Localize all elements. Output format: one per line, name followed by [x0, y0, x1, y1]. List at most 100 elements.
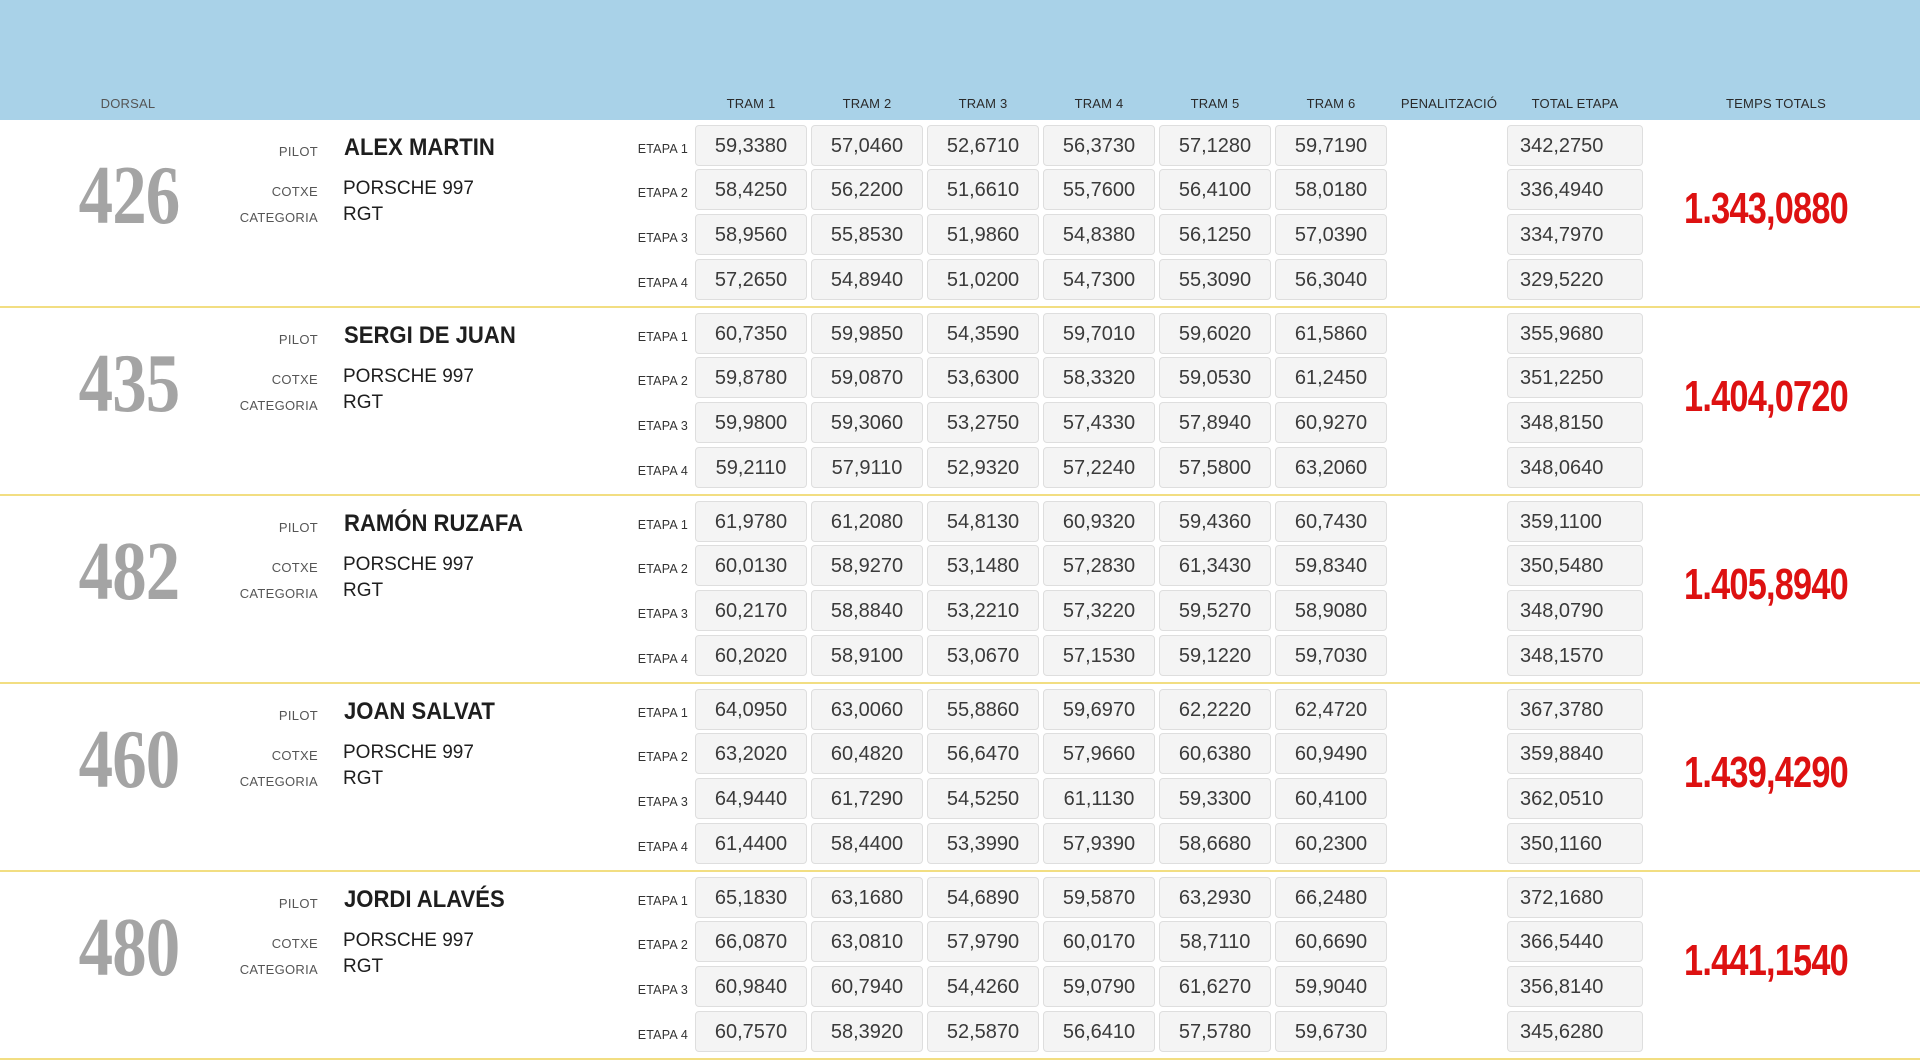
tram-time-cell: 60,7570	[695, 1011, 807, 1052]
pilot-name: JOAN SALVAT	[344, 698, 495, 725]
tram-time-cell: 57,5800	[1159, 447, 1271, 488]
stage-total-cell: 348,8150	[1507, 402, 1643, 443]
tram-time-cell: 57,9110	[811, 447, 923, 488]
grand-total-time: 1.343,0880	[1684, 184, 1849, 233]
tram-time-cell: 59,9850	[811, 313, 923, 354]
car-label: COTXE	[271, 560, 318, 575]
tram-time-cell: 56,3040	[1275, 259, 1387, 300]
tram-time-cell: 60,4820	[811, 733, 923, 774]
tram-time-cell: 61,2080	[811, 501, 923, 542]
stage-total-cell: 345,6280	[1507, 1011, 1643, 1052]
grand-total-time: 1.441,1540	[1684, 936, 1849, 985]
car-label: COTXE	[271, 748, 318, 763]
tram-time-cell: 60,9270	[1275, 402, 1387, 443]
dorsal-number: 460	[78, 713, 181, 806]
stage-line: ETAPA 1 65,1830 63,1680 54,6890 59,5870 63,29…	[0, 875, 1920, 920]
stage-line: ETAPA 1 64,0950 63,0060 55,8860 59,6970 62,22…	[0, 687, 1920, 732]
stage-line: ETAPA 3 59,9800 59,3060 53,2750 57,4330 57,89…	[0, 400, 1920, 445]
stage-total-cell: 350,5480	[1507, 545, 1643, 586]
tram-time-cell: 66,2480	[1275, 877, 1387, 918]
stage-total-cell: 362,0510	[1507, 778, 1643, 819]
pilot-name: RAMÓN RUZAFA	[344, 510, 524, 537]
tram-time-cell: 56,2200	[811, 169, 923, 210]
tram-time-cell: 63,0810	[811, 921, 923, 962]
tram-time-cell: 53,3990	[927, 823, 1039, 864]
car-label: COTXE	[271, 936, 318, 951]
tram-time-cell: 53,2210	[927, 590, 1039, 631]
pilot-name: JORDI ALAVÉS	[344, 886, 505, 913]
stage-line: ETAPA 1 60,7350 59,9850 54,3590 59,7010 59,60…	[0, 311, 1920, 356]
tram-time-cell: 60,0130	[695, 545, 807, 586]
stage-label: ETAPA 3	[637, 419, 688, 433]
tram-time-cell: 59,1220	[1159, 635, 1271, 676]
car-label: COTXE	[271, 184, 318, 199]
dorsal-number: 480	[78, 901, 181, 994]
tram-time-cell: 59,6730	[1275, 1011, 1387, 1052]
tram-time-cell: 59,4360	[1159, 501, 1271, 542]
tram-time-cell: 56,6410	[1043, 1011, 1155, 1052]
tram-time-cell: 53,0670	[927, 635, 1039, 676]
pilot-name: ALEX MARTIN	[344, 134, 495, 161]
stage-total-cell: 350,1160	[1507, 823, 1643, 864]
tram-time-cell: 63,0060	[811, 689, 923, 730]
stage-line: ETAPA 3 58,9560 55,8530 51,9860 54,8380 56,12…	[0, 212, 1920, 257]
stage-line: ETAPA 4 60,2020 58,9100 53,0670 57,1530 59,12…	[0, 633, 1920, 678]
tram-time-cell: 59,0530	[1159, 357, 1271, 398]
tram-time-cell: 60,2300	[1275, 823, 1387, 864]
tram-time-cell: 59,7030	[1275, 635, 1387, 676]
stage-total-cell: 367,3780	[1507, 689, 1643, 730]
car-model: PORSCHE 997	[343, 930, 474, 951]
tram-time-cell: 58,8840	[811, 590, 923, 631]
tram-time-cell: 59,2110	[695, 447, 807, 488]
tram-time-cell: 59,0870	[811, 357, 923, 398]
tram-time-cell: 53,1480	[927, 545, 1039, 586]
tram-time-cell: 54,3590	[927, 313, 1039, 354]
tram-time-cell: 57,2240	[1043, 447, 1155, 488]
tram-time-cell: 60,2020	[695, 635, 807, 676]
tram-time-cell: 56,4100	[1159, 169, 1271, 210]
header-tram-4: TRAM 4	[1074, 96, 1124, 111]
stage-label: ETAPA 2	[637, 186, 688, 200]
tram-time-cell: 55,7600	[1043, 169, 1155, 210]
tram-time-cell: 60,9320	[1043, 501, 1155, 542]
tram-time-cell: 56,1250	[1159, 214, 1271, 255]
stage-line: ETAPA 2 63,2020 60,4820 56,6470 57,9660 60,63…	[0, 731, 1920, 776]
tram-time-cell: 60,9490	[1275, 733, 1387, 774]
stage-line: ETAPA 3 60,2170 58,8840 53,2210 57,3220 59,52…	[0, 588, 1920, 633]
tram-time-cell: 59,8340	[1275, 545, 1387, 586]
stage-line: ETAPA 2 59,8780 59,0870 53,6300 58,3320 59,05…	[0, 355, 1920, 400]
header-tram-6: TRAM 6	[1306, 96, 1356, 111]
car-model: PORSCHE 997	[343, 742, 474, 763]
tram-time-cell: 54,8130	[927, 501, 1039, 542]
tram-time-cell: 65,1830	[695, 877, 807, 918]
stage-total-cell: 329,5220	[1507, 259, 1643, 300]
entry-row: 435 PILOT SERGI DE JUAN COTXE PORSCHE 997 CAT…	[0, 308, 1920, 496]
tram-time-cell: 61,6270	[1159, 966, 1271, 1007]
tram-time-cell: 51,9860	[927, 214, 1039, 255]
grand-total-time: 1.405,8940	[1684, 560, 1849, 609]
tram-time-cell: 57,9790	[927, 921, 1039, 962]
pilot-label: PILOT	[278, 520, 318, 535]
stage-total-cell: 342,2750	[1507, 125, 1643, 166]
tram-time-cell: 54,8380	[1043, 214, 1155, 255]
tram-time-cell: 56,3730	[1043, 125, 1155, 166]
stage-line: ETAPA 3 64,9440 61,7290 54,5250 61,1130 59,33…	[0, 776, 1920, 821]
tram-time-cell: 59,3380	[695, 125, 807, 166]
tram-time-cell: 61,4400	[695, 823, 807, 864]
stage-label: ETAPA 3	[637, 231, 688, 245]
stage-label: ETAPA 2	[637, 938, 688, 952]
stage-label: ETAPA 1	[637, 330, 688, 344]
pilot-label: PILOT	[278, 144, 318, 159]
tram-time-cell: 57,0390	[1275, 214, 1387, 255]
entry-row: 460 PILOT JOAN SALVAT COTXE PORSCHE 997 CATEG…	[0, 684, 1920, 872]
car-model: PORSCHE 997	[343, 178, 474, 199]
stage-line: ETAPA 4 60,7570 58,3920 52,5870 56,6410 57,57…	[0, 1009, 1920, 1054]
category-label: CATEGORIA	[239, 210, 318, 225]
tram-time-cell: 57,1530	[1043, 635, 1155, 676]
tram-time-cell: 58,4250	[695, 169, 807, 210]
pilot-name: SERGI DE JUAN	[344, 322, 516, 349]
tram-time-cell: 59,3300	[1159, 778, 1271, 819]
tram-time-cell: 55,3090	[1159, 259, 1271, 300]
tram-time-cell: 53,2750	[927, 402, 1039, 443]
entry-row: 480 PILOT JORDI ALAVÉS COTXE PORSCHE 997 CATE…	[0, 872, 1920, 1060]
